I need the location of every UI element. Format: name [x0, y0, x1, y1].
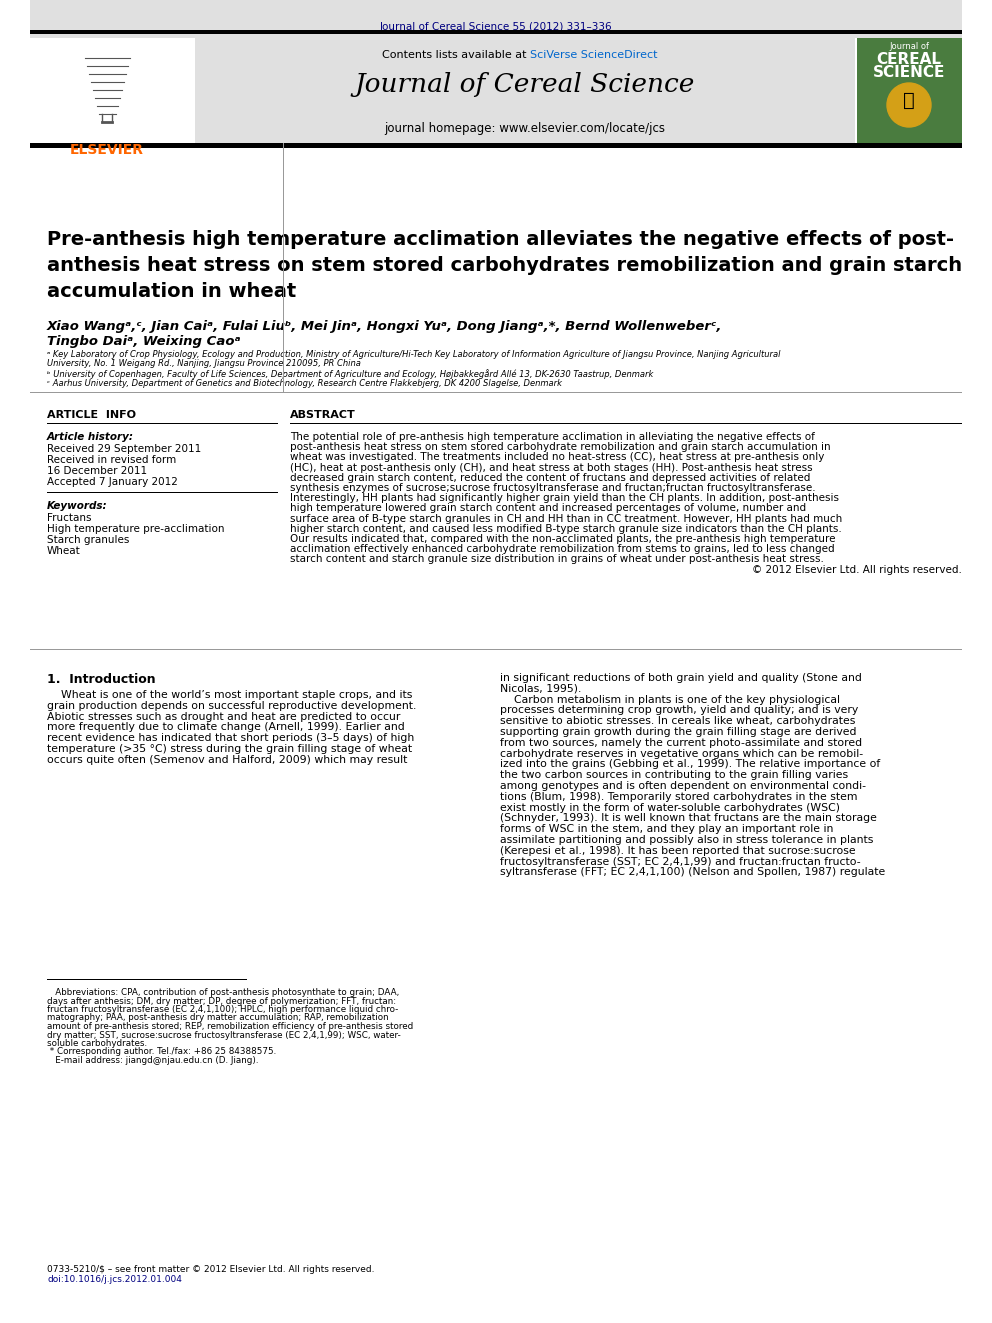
Bar [857, 38, 962, 148]
Text: High temperature pre-acclimation: High temperature pre-acclimation [47, 524, 224, 534]
Text: Xiao Wangᵃ,ᶜ, Jian Caiᵃ, Fulai Liuᵇ, Mei Jinᵃ, Hongxi Yuᵃ, Dong Jiangᵃ,*, Bernd : Xiao Wangᵃ,ᶜ, Jian Caiᵃ, Fulai Liuᵇ, Mei… [47, 320, 722, 333]
Text: high temperature lowered grain starch content and increased percentages of volum: high temperature lowered grain starch co… [290, 503, 806, 513]
Text: accumulation in wheat: accumulation in wheat [47, 282, 297, 302]
Text: starch content and starch granule size distribution in grains of wheat under pos: starch content and starch granule size d… [290, 554, 824, 565]
Text: temperature (>35 °C) stress during the grain filling stage of wheat: temperature (>35 °C) stress during the g… [47, 744, 412, 754]
Text: 0733-5210/$ – see front matter © 2012 Elsevier Ltd. All rights reserved.: 0733-5210/$ – see front matter © 2012 El… [47, 1265, 375, 1274]
Text: assimilate partitioning and possibly also in stress tolerance in plants: assimilate partitioning and possibly als… [500, 835, 873, 845]
Text: ELSEVIER: ELSEVIER [70, 143, 144, 157]
Text: Starch granules: Starch granules [47, 534, 129, 545]
Text: occurs quite often (Semenov and Halford, 2009) which may result: occurs quite often (Semenov and Halford,… [47, 755, 408, 765]
Circle shape [887, 83, 931, 127]
Text: ᵃ Key Laboratory of Crop Physiology, Ecology and Production, Ministry of Agricul: ᵃ Key Laboratory of Crop Physiology, Eco… [47, 351, 781, 359]
Text: (HC), heat at post-anthesis only (CH), and heat stress at both stages (HH). Post: (HC), heat at post-anthesis only (CH), a… [290, 463, 812, 472]
Text: Carbon metabolism in plants is one of the key physiological: Carbon metabolism in plants is one of th… [500, 695, 840, 705]
Text: days after anthesis; DM, dry matter; DP, degree of polymerization; FFT, fructan:: days after anthesis; DM, dry matter; DP,… [47, 996, 396, 1005]
Text: Abbreviations: CPA, contribution of post-anthesis photosynthate to grain; DAA,: Abbreviations: CPA, contribution of post… [47, 988, 399, 998]
Text: SCIENCE: SCIENCE [873, 65, 945, 79]
Text: soluble carbohydrates.: soluble carbohydrates. [47, 1039, 147, 1048]
Bar [30, 38, 195, 148]
Bar [30, 30, 962, 34]
Text: sensitive to abiotic stresses. In cereals like wheat, carbohydrates: sensitive to abiotic stresses. In cereal… [500, 716, 855, 726]
Text: Received in revised form: Received in revised form [47, 455, 177, 464]
Bar [30, 143, 962, 148]
Text: dry matter; SST, sucrose:sucrose fructosyltransferase (EC 2,4,1,99); WSC, water-: dry matter; SST, sucrose:sucrose fructos… [47, 1031, 401, 1040]
Text: University, No. 1 Weigang Rd., Nanjing, Jiangsu Province 210095, PR China: University, No. 1 Weigang Rd., Nanjing, … [47, 359, 361, 368]
Text: ᵇ University of Copenhagen, Faculty of Life Sciences, Department of Agriculture : ᵇ University of Copenhagen, Faculty of L… [47, 369, 654, 378]
Text: synthesis enzymes of sucrose;sucrose fructosyltransferase and fructan;fructan fr: synthesis enzymes of sucrose;sucrose fru… [290, 483, 815, 493]
Text: forms of WSC in the stem, and they play an important role in: forms of WSC in the stem, and they play … [500, 824, 833, 835]
Text: from two sources, namely the current photo-assimilate and stored: from two sources, namely the current pho… [500, 738, 862, 747]
Text: higher starch content, and caused less modified B-type starch granule size indic: higher starch content, and caused less m… [290, 524, 842, 533]
Text: doi:10.1016/j.jcs.2012.01.004: doi:10.1016/j.jcs.2012.01.004 [47, 1275, 182, 1285]
Text: journal homepage: www.elsevier.com/locate/jcs: journal homepage: www.elsevier.com/locat… [385, 122, 666, 135]
Text: ABSTRACT: ABSTRACT [290, 410, 356, 419]
Text: Keywords:: Keywords: [47, 501, 107, 511]
Text: ᶜ Aarhus University, Department of Genetics and Biotechnology, Research Centre F: ᶜ Aarhus University, Department of Genet… [47, 378, 562, 388]
Bar [30, 0, 962, 38]
Bar [42, 49, 172, 131]
Text: Contents lists available at: Contents lists available at [382, 50, 530, 60]
Text: carbohydrate reserves in vegetative organs which can be remobil-: carbohydrate reserves in vegetative orga… [500, 749, 863, 758]
Text: processes determining crop growth, yield and quality; and is very: processes determining crop growth, yield… [500, 705, 858, 716]
Text: * Corresponding author. Tel./fax: +86 25 84388575.: * Corresponding author. Tel./fax: +86 25… [47, 1048, 276, 1057]
Text: surface area of B-type starch granules in CH and HH than in CC treatment. Howeve: surface area of B-type starch granules i… [290, 513, 842, 524]
Text: acclimation effectively enhanced carbohydrate remobilization from stems to grain: acclimation effectively enhanced carbohy… [290, 544, 834, 554]
Text: Journal of: Journal of [889, 42, 929, 52]
Text: Pre-anthesis high temperature acclimation alleviates the negative effects of pos: Pre-anthesis high temperature acclimatio… [47, 230, 954, 249]
Text: grain production depends on successful reproductive development.: grain production depends on successful r… [47, 701, 417, 710]
Text: Wheat: Wheat [47, 546, 80, 556]
Bar [283, 143, 284, 393]
Text: Nicolas, 1995).: Nicolas, 1995). [500, 684, 581, 693]
Text: supporting grain growth during the grain filling stage are derived: supporting grain growth during the grain… [500, 728, 856, 737]
Text: Received 29 September 2011: Received 29 September 2011 [47, 445, 201, 454]
Text: Journal of Cereal Science 55 (2012) 331–336: Journal of Cereal Science 55 (2012) 331–… [380, 22, 612, 32]
Text: anthesis heat stress on stem stored carbohydrates remobilization and grain starc: anthesis heat stress on stem stored carb… [47, 255, 962, 275]
Text: CEREAL: CEREAL [877, 52, 941, 67]
Text: Abiotic stresses such as drought and heat are predicted to occur: Abiotic stresses such as drought and hea… [47, 712, 401, 721]
Text: SciVerse ScienceDirect: SciVerse ScienceDirect [530, 50, 658, 60]
Text: tions (Blum, 1998). Temporarily stored carbohydrates in the stem: tions (Blum, 1998). Temporarily stored c… [500, 791, 857, 802]
Text: fructan fructosyltransferase (EC 2,4,1,100); HPLC, high performance liquid chro-: fructan fructosyltransferase (EC 2,4,1,1… [47, 1005, 398, 1013]
Text: Fructans: Fructans [47, 513, 91, 523]
Text: syltransferase (FFT; EC 2,4,1,100) (Nelson and Spollen, 1987) regulate: syltransferase (FFT; EC 2,4,1,100) (Nels… [500, 868, 885, 877]
Text: Article history:: Article history: [47, 433, 134, 442]
Text: matography; PAA, post-anthesis dry matter accumulation; RAP, remobilization: matography; PAA, post-anthesis dry matte… [47, 1013, 389, 1023]
Text: © 2012 Elsevier Ltd. All rights reserved.: © 2012 Elsevier Ltd. All rights reserved… [752, 565, 962, 574]
Text: Our results indicated that, compared with the non-acclimated plants, the pre-ant: Our results indicated that, compared wit… [290, 534, 835, 544]
Text: among genotypes and is often dependent on environmental condi-: among genotypes and is often dependent o… [500, 781, 866, 791]
Text: post-anthesis heat stress on stem stored carbohydrate remobilization and grain s: post-anthesis heat stress on stem stored… [290, 442, 830, 452]
Text: Tingbo Daiᵃ, Weixing Caoᵃ: Tingbo Daiᵃ, Weixing Caoᵃ [47, 335, 241, 348]
Text: (Kerepesi et al., 1998). It has been reported that sucrose:sucrose: (Kerepesi et al., 1998). It has been rep… [500, 845, 856, 856]
Text: in significant reductions of both grain yield and quality (Stone and: in significant reductions of both grain … [500, 673, 862, 683]
Text: fructosyltransferase (SST; EC 2,4,1,99) and fructan:fructan fructo-: fructosyltransferase (SST; EC 2,4,1,99) … [500, 856, 861, 867]
Bar [195, 38, 855, 148]
Text: amount of pre-anthesis stored; REP, remobilization efficiency of pre-anthesis st: amount of pre-anthesis stored; REP, remo… [47, 1021, 414, 1031]
Text: Interestingly, HH plants had significantly higher grain yield than the CH plants: Interestingly, HH plants had significant… [290, 493, 839, 503]
Text: ARTICLE  INFO: ARTICLE INFO [47, 410, 136, 419]
Text: recent evidence has indicated that short periods (3–5 days) of high: recent evidence has indicated that short… [47, 733, 415, 744]
Text: more frequently due to climate change (Arnell, 1999). Earlier and: more frequently due to climate change (A… [47, 722, 405, 733]
Text: 1.  Introduction: 1. Introduction [47, 673, 156, 687]
Text: Accepted 7 January 2012: Accepted 7 January 2012 [47, 478, 178, 487]
Text: 🌾: 🌾 [903, 90, 915, 110]
Text: 16 December 2011: 16 December 2011 [47, 466, 147, 476]
Text: wheat was investigated. The treatments included no heat-stress (CC), heat stress: wheat was investigated. The treatments i… [290, 452, 824, 463]
Text: (Schnyder, 1993). It is well known that fructans are the main storage: (Schnyder, 1993). It is well known that … [500, 814, 877, 823]
Text: E-mail address: jiangd@njau.edu.cn (D. Jiang).: E-mail address: jiangd@njau.edu.cn (D. J… [47, 1056, 259, 1065]
Text: Journal of Cereal Science: Journal of Cereal Science [355, 71, 695, 97]
Text: The potential role of pre-anthesis high temperature acclimation in alleviating t: The potential role of pre-anthesis high … [290, 433, 814, 442]
Text: Wheat is one of the world’s most important staple crops, and its: Wheat is one of the world’s most importa… [47, 691, 413, 700]
Text: decreased grain starch content, reduced the content of fructans and depressed ac: decreased grain starch content, reduced … [290, 472, 810, 483]
Text: exist mostly in the form of water-soluble carbohydrates (WSC): exist mostly in the form of water-solubl… [500, 803, 840, 812]
Text: ized into the grains (Gebbing et al., 1999). The relative importance of: ized into the grains (Gebbing et al., 19… [500, 759, 880, 770]
Text: the two carbon sources in contributing to the grain filling varies: the two carbon sources in contributing t… [500, 770, 848, 781]
